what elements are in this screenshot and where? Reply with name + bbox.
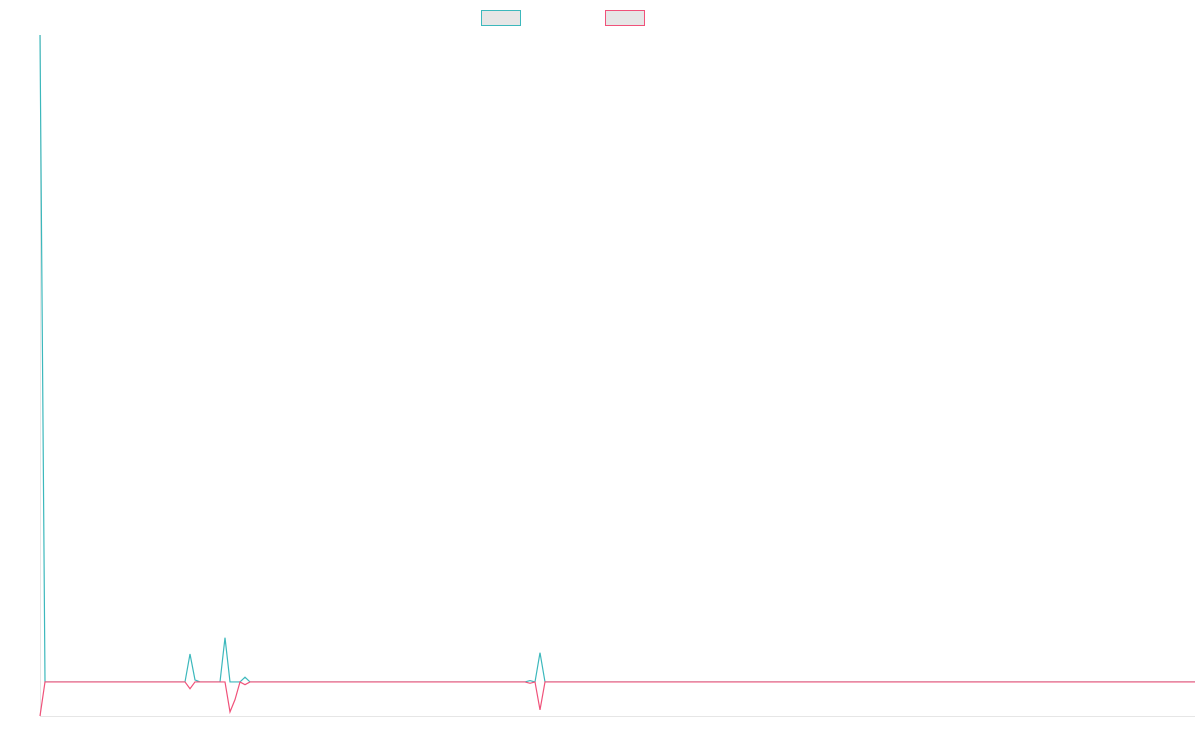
line-series <box>39 681 1195 717</box>
legend-swatch[interactable] <box>481 10 521 26</box>
line-series <box>39 34 1195 683</box>
legend-swatch[interactable] <box>605 10 645 26</box>
